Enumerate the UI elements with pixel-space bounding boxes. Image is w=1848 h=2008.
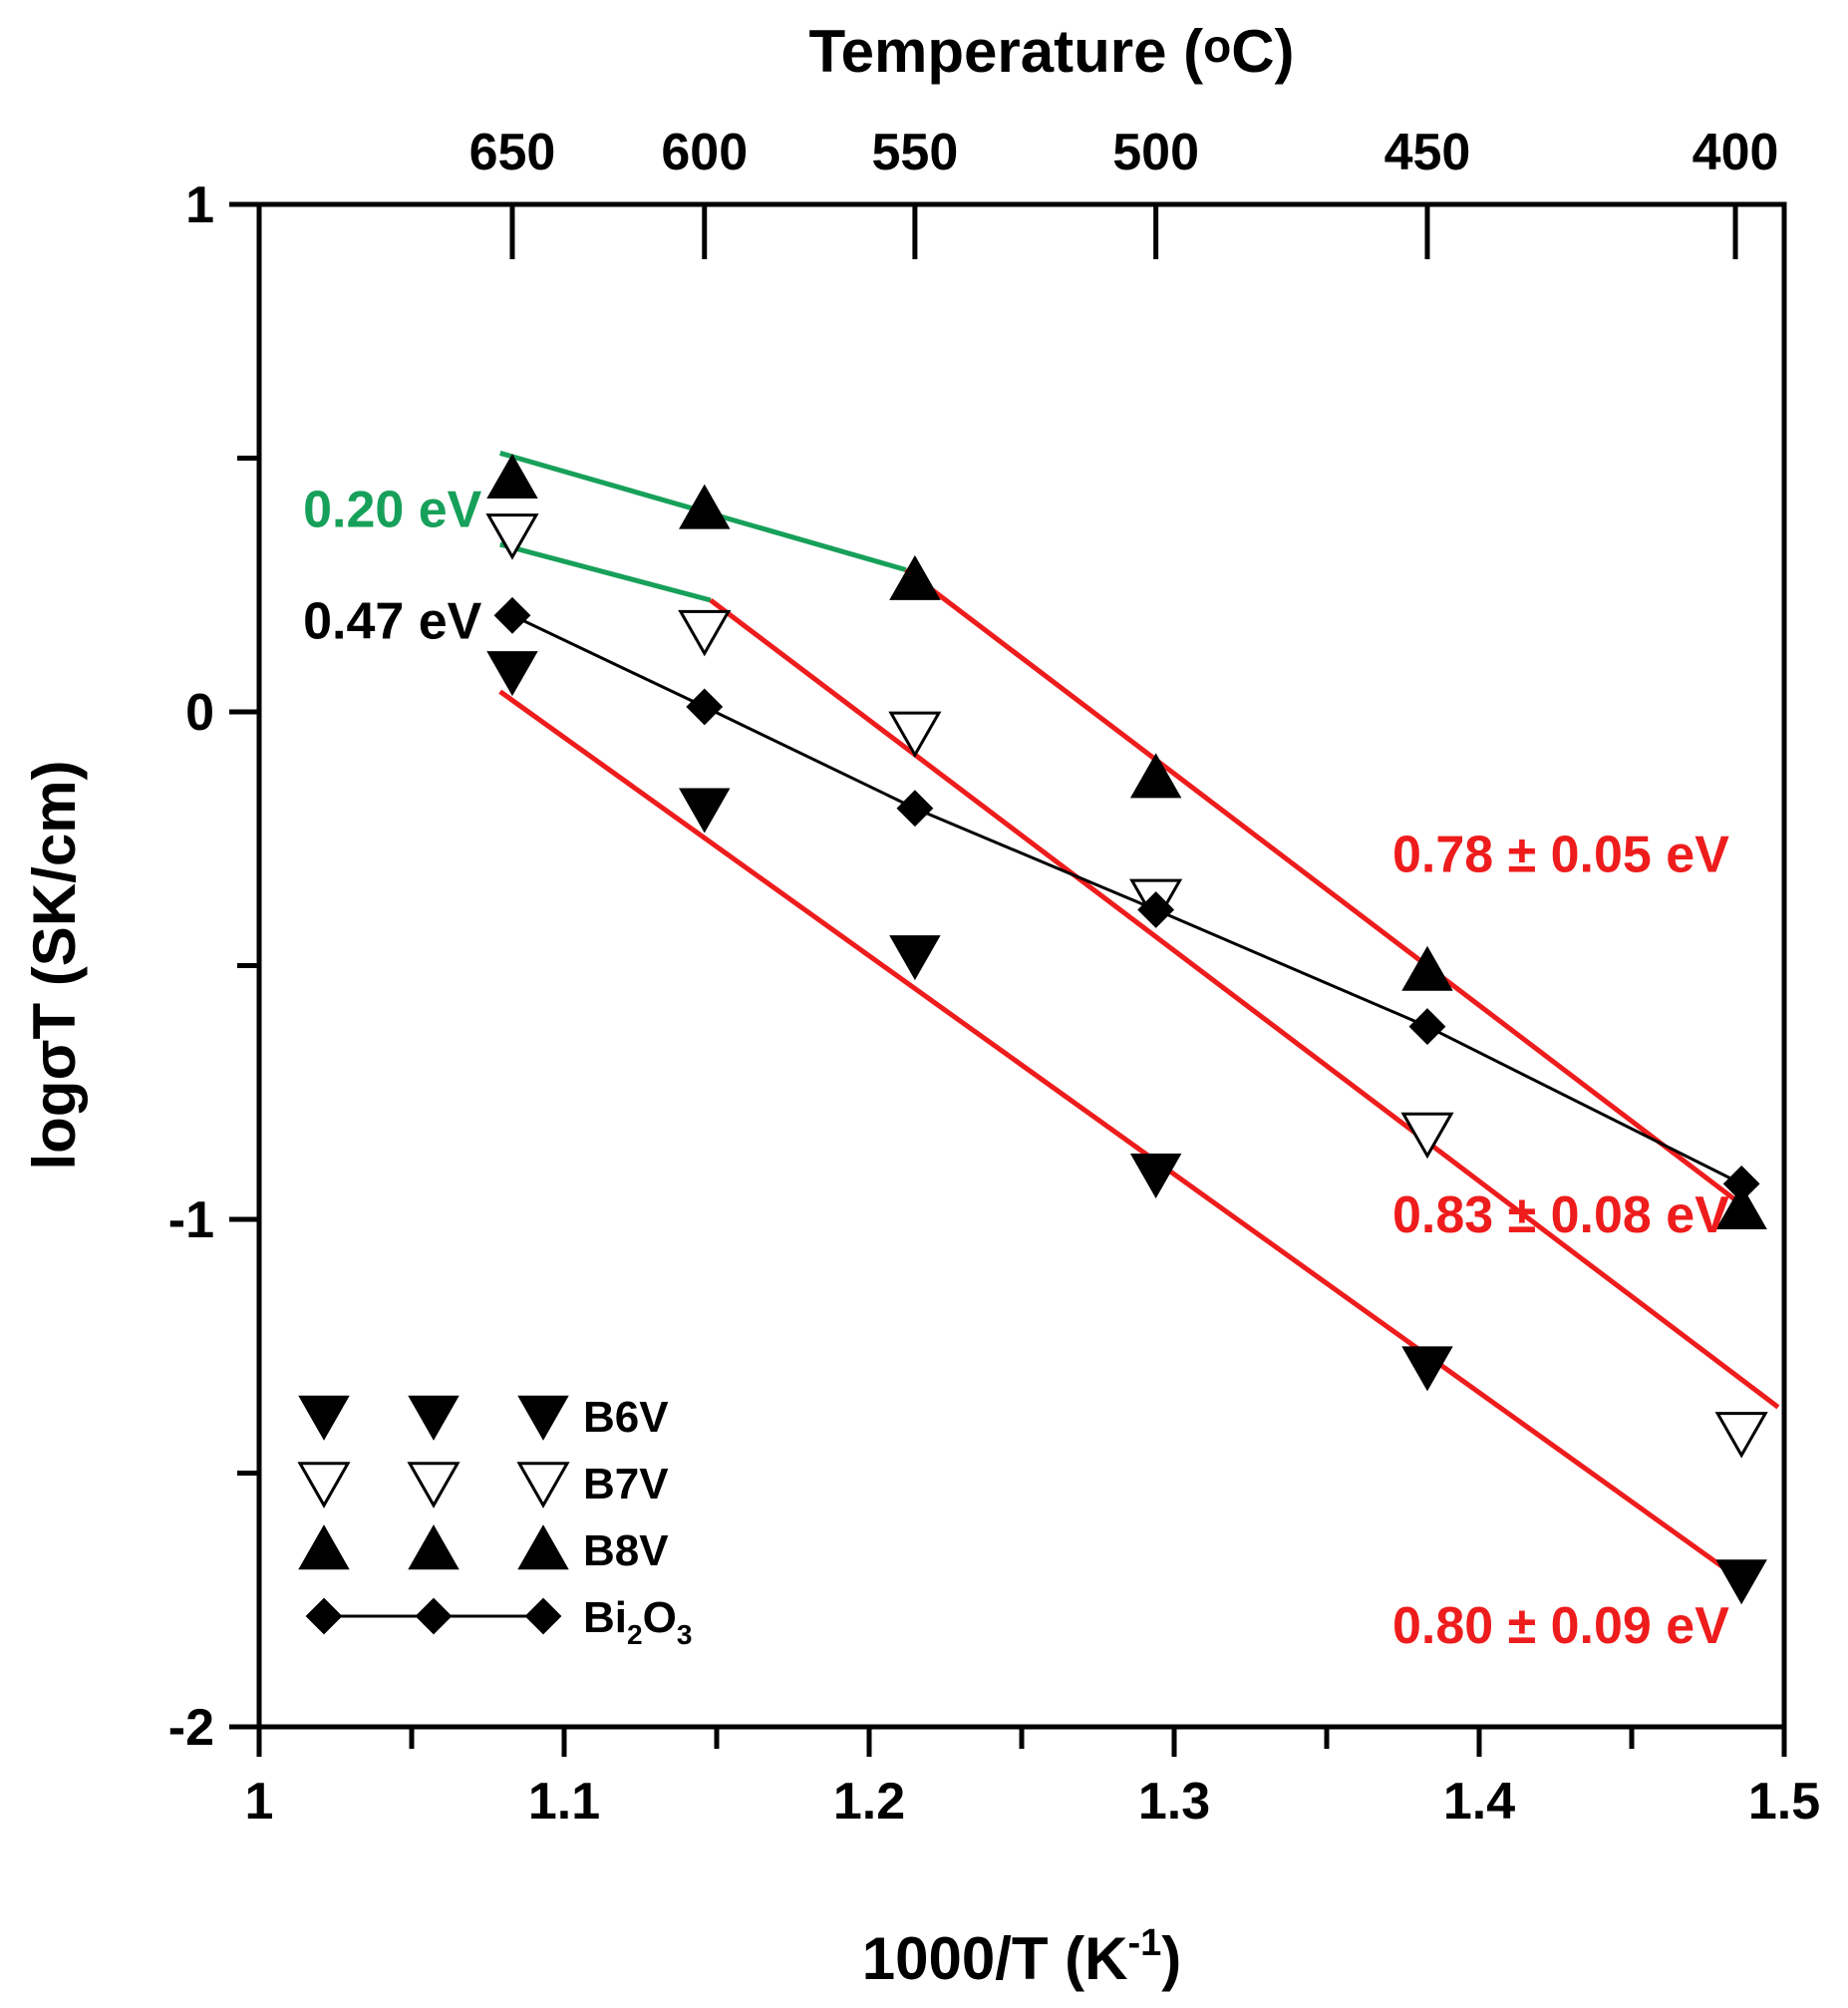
legend-marker [408, 1524, 460, 1570]
x-tick-label: 1.5 [1748, 1773, 1820, 1831]
data-point [493, 596, 531, 634]
y-tick-label: -1 [168, 1191, 214, 1249]
data-points [485, 454, 1768, 1605]
energy-annotation: 0.47 eV [303, 592, 482, 650]
legend: B6V B7V B8V Bi2O3 [297, 1393, 692, 1650]
data-point [1400, 1112, 1454, 1160]
top-axis-title: Temperature (oC) [808, 18, 1294, 85]
series-b8v [486, 454, 1767, 1230]
x-tick-label: 1.1 [528, 1773, 600, 1831]
legend-marker [407, 1462, 461, 1508]
data-point [1401, 945, 1453, 991]
data-point [1714, 1412, 1768, 1459]
y-tick-label: 0 [185, 684, 214, 742]
series-b7v [485, 513, 1768, 1459]
legend-item-b8v: B8V [298, 1524, 669, 1575]
legend-item-b7v: B7V [297, 1460, 669, 1508]
energy-annotation: 0.78 ± 0.05 eV [1392, 827, 1729, 884]
data-point [486, 454, 538, 500]
energy-annotation: 0.20 eV [303, 481, 482, 538]
y-tick-label: -2 [168, 1699, 214, 1757]
legend-marker [524, 1597, 562, 1635]
energy-annotation: 0.80 ± 0.09 eV [1392, 1597, 1729, 1655]
legend-label: Bi2O3 [583, 1593, 692, 1650]
top-tick-label: 500 [1112, 124, 1199, 181]
legend-label: B8V [583, 1526, 669, 1575]
legend-marker [517, 1524, 569, 1570]
top-tick-label: 650 [469, 124, 556, 181]
legend-label: B7V [583, 1460, 669, 1508]
data-point [889, 935, 941, 981]
data-point [1722, 1165, 1760, 1202]
plot-frame [256, 201, 1787, 1730]
legend-marker [305, 1597, 343, 1635]
data-point [679, 484, 731, 529]
data-point [888, 711, 942, 759]
data-point [889, 554, 941, 600]
legend-marker [297, 1462, 351, 1508]
fit-line [709, 598, 1780, 1410]
series-line [511, 613, 1742, 1185]
data-point [678, 609, 732, 657]
top-tick-label: 450 [1385, 124, 1471, 181]
legend-marker [408, 1395, 460, 1441]
top-tick-label: 400 [1693, 124, 1779, 181]
data-point [1129, 1153, 1182, 1199]
data-point [1408, 1008, 1446, 1045]
y-axis-title: logσT (SK/cm) [21, 760, 88, 1170]
x-tick-label: 1.2 [833, 1773, 905, 1831]
data-point [1401, 1346, 1453, 1392]
fit-line [498, 689, 1749, 1587]
top-tick-label: 550 [872, 124, 959, 181]
legend-marker [516, 1462, 570, 1508]
legend-item-b6v: B6V [298, 1393, 669, 1442]
data-point [486, 651, 538, 697]
data-point [686, 688, 724, 726]
legend-marker [517, 1395, 569, 1441]
x-tick-label: 1.4 [1443, 1773, 1515, 1831]
x-axis-title: 1000/T (K-1) [862, 1922, 1182, 1992]
data-point [679, 788, 731, 834]
data-point [1715, 1559, 1767, 1605]
data-point [1137, 891, 1175, 928]
annotations: 0.20 eV 0.47 eV 0.78 ± 0.05 eV 0.83 ± 0.08 … [303, 481, 1729, 1655]
legend-marker [298, 1395, 350, 1441]
top-tick-label: 600 [661, 124, 748, 181]
x-tick-label: 1.3 [1138, 1773, 1210, 1831]
series-bi [493, 596, 1760, 1202]
data-point [896, 790, 934, 828]
fit-line [499, 541, 712, 603]
legend-label: B6V [583, 1393, 669, 1442]
y-tick-label: 1 [185, 176, 214, 234]
x-tick-label: 1 [245, 1773, 274, 1831]
data-point [1715, 1184, 1767, 1230]
series-b6v [486, 651, 1767, 1605]
energy-annotation: 0.83 ± 0.08 eV [1392, 1186, 1729, 1244]
data-point [1129, 753, 1182, 799]
legend-marker [415, 1597, 453, 1635]
data-point [485, 513, 539, 560]
axis-ticks: 1 1.1 1.2 1.3 1.4 1.5 1 0 -1 -2 650 600 550 500 450 400 [168, 124, 1820, 1831]
fit-line [904, 567, 1749, 1211]
legend-item-bi: Bi2O3 [305, 1593, 692, 1650]
legend-marker [298, 1524, 350, 1570]
